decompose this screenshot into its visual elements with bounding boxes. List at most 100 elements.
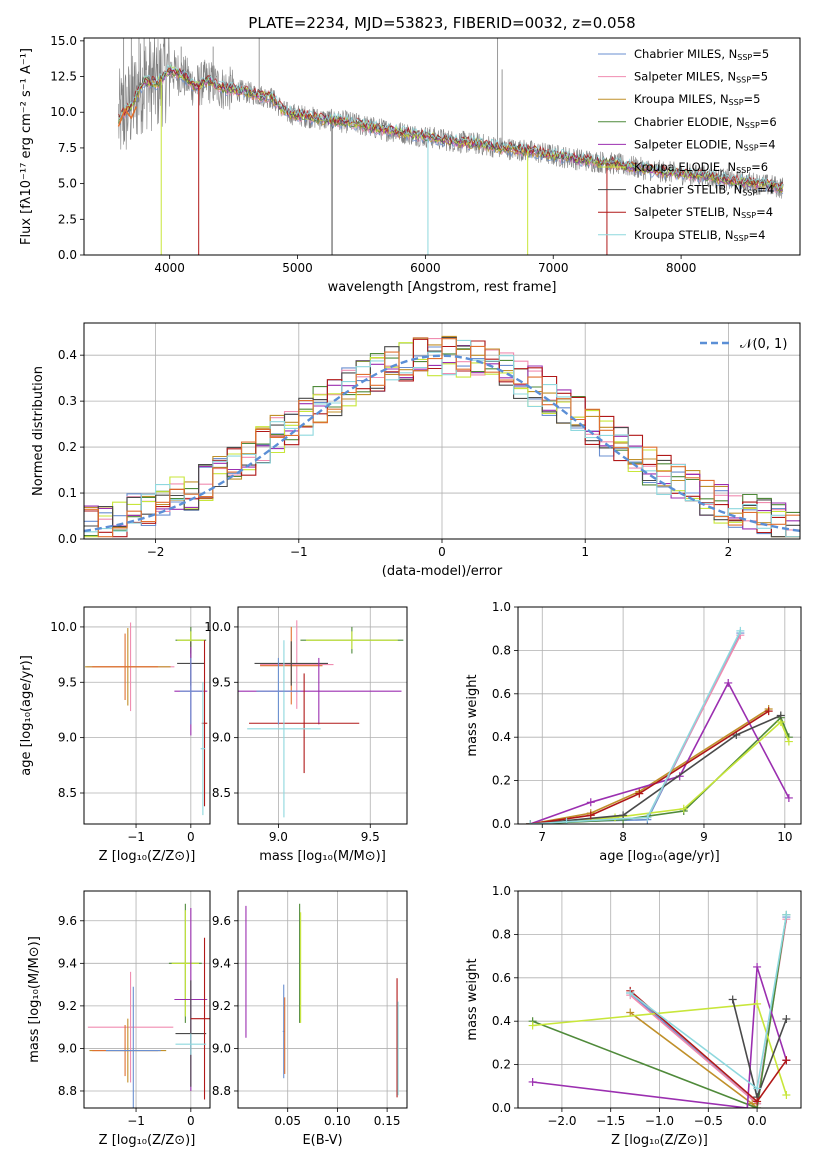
- spectrum-xtick-label: 5000: [282, 261, 313, 275]
- massweight-vs-age-ytick-label: 0.6: [492, 687, 511, 701]
- mass-vs-Z-axes: −1 0 8.8 9.0 9.2 9.4 9.6 Z [log₁₀(Z/Z⊙)] mass [l…: [27, 890, 211, 1148]
- legend-entry: Salpeter MILES, NSSP=5: [634, 70, 768, 85]
- massweight-vs-age-plot-area: [518, 607, 801, 824]
- massweight-vs-Z-line-chabrier-stelib: [731, 999, 788, 1100]
- age-vs-mass-ytick-label: 9.5: [212, 675, 231, 689]
- age-vs-mass-ytick-label: 9.0: [212, 731, 231, 745]
- normal-curve: [84, 354, 800, 533]
- massweight-vs-Z-line-kroupa-miles: [629, 1011, 758, 1108]
- massweight-vs-age-marker-kroupa-elodie: [679, 804, 688, 813]
- massweight-vs-age-ytick-label: 0.8: [492, 643, 511, 657]
- massweight-vs-age-marker-kroupa-stelib: [526, 820, 535, 824]
- spectrum-frame: [83, 37, 801, 256]
- massweight-vs-age-marker-salpeter-stelib: [635, 789, 644, 798]
- legend-entry: Salpeter ELODIE, NSSP=4: [634, 137, 776, 152]
- residuals-ytick-label: 0.0: [58, 532, 77, 546]
- legend-tail: =4: [749, 228, 766, 242]
- massweight-vs-Z-marker-kroupa-elodie: [753, 999, 762, 1008]
- mass-vs-ebv-ytick-label: 9.0: [212, 1041, 231, 1055]
- massweight-vs-age-xtick-label: 9: [700, 830, 708, 844]
- massweight-vs-Z-ytick-label: 0.0: [492, 1101, 511, 1115]
- spectrum-legend: Chabrier MILES, NSSP=5 Salpeter MILES, NS…: [598, 47, 777, 243]
- legend-name: Kroupa ELODIE, N: [634, 160, 736, 174]
- mass-vs-ebv-ytick-label: 9.6: [212, 914, 231, 928]
- mass-vs-ebv-xtick-label: 0.10: [324, 1114, 351, 1128]
- mass-vs-ebv-ytick-label: 9.2: [212, 999, 231, 1013]
- massweight-vs-Z-marker-salpeter-stelib: [753, 1097, 762, 1106]
- figure-title: PLATE=2234, MJD=53823, FIBERID=0032, z=0…: [248, 14, 635, 32]
- massweight-vs-age-marker-kroupa-stelib: [562, 817, 571, 824]
- massweight-vs-Z-marker-chabrier-stelib: [728, 995, 737, 1004]
- massweight-vs-Z-ytick-label: 0.4: [492, 1014, 511, 1028]
- massweight-vs-Z-marker-kroupa-elodie: [782, 1090, 791, 1099]
- residuals-xlabel: (data-model)/error: [382, 564, 503, 579]
- mass-vs-Z-ytick-label: 8.8: [58, 1084, 77, 1098]
- age-vs-mass-xtick-label: 9.5: [361, 830, 380, 844]
- mass-vs-Z-ytick-label: 9.0: [58, 1041, 77, 1055]
- age-vs-mass-xtick-label: 9.0: [269, 830, 288, 844]
- massweight-vs-Z-ytick-label: 0.8: [492, 927, 511, 941]
- massweight-vs-Z-xtick-label: −1.0: [645, 1114, 674, 1128]
- massweight-vs-age-marker-kroupa-elodie: [784, 737, 793, 746]
- residuals-plot-area: [84, 323, 800, 539]
- massweight-vs-age-ytick-label: 1.0: [492, 600, 511, 614]
- legend-name: Chabrier ELODIE, N: [634, 115, 745, 129]
- massweight-vs-age-line-kroupa-miles: [529, 708, 770, 824]
- legend-entry: Kroupa ELODIE, NSSP=6: [634, 160, 768, 175]
- mass-vs-ebv-axes: 0.05 0.10 0.15 8.8 9.0 9.2 9.4 9.6 E(B-V): [212, 890, 408, 1148]
- massweight-vs-Z-ylabel: mass weight: [465, 958, 480, 1040]
- massweight-vs-age-marker-kroupa-elodie: [611, 813, 620, 822]
- massweight-vs-age-xtick-label: 8: [619, 830, 627, 844]
- spectrum-ytick-label: 12.5: [50, 70, 77, 84]
- legend-sub: SSP: [729, 98, 744, 107]
- legend-entry: Chabrier STELIB, NSSP=4: [634, 183, 774, 198]
- mass-vs-ebv-ytick-label: 9.4: [212, 956, 231, 970]
- massweight-vs-Z-xtick-label: −2.0: [547, 1114, 576, 1128]
- age-vs-Z-ylabel: age [log₁₀(age/yr)]: [19, 655, 34, 776]
- spectrum-ytick-label: 2.5: [58, 212, 77, 226]
- age-vs-Z-frame: [83, 606, 211, 825]
- spectrum-model-highlight: [117, 106, 138, 127]
- residuals-ytick-label: 0.3: [58, 394, 77, 408]
- residuals-xtick-label: 0: [438, 545, 446, 559]
- legend-sub: SSP: [744, 143, 759, 152]
- legend-name: Salpeter ELODIE, N: [634, 137, 744, 151]
- age-vs-mass-frame: [237, 606, 408, 825]
- massweight-vs-age-line-kroupa-stelib: [530, 630, 742, 824]
- massweight-vs-Z-xtick-label: 0.0: [748, 1114, 767, 1128]
- legend-sub: SSP: [734, 234, 749, 243]
- legend-tail: =4: [756, 205, 773, 219]
- residuals-ytick-label: 0.4: [58, 348, 77, 362]
- massweight-vs-age-marker-chabrier-stelib: [776, 711, 785, 720]
- residuals-xtick-label: 1: [581, 545, 589, 559]
- spectrum-ytick-label: 7.5: [58, 141, 77, 155]
- spectrum-xtick-label: 8000: [666, 261, 697, 275]
- spectrum-ytick-label: 15.0: [50, 34, 77, 48]
- massweight-vs-Z-marker-chabrier-stelib: [782, 1015, 791, 1024]
- spectrum-plot-area: [117, 38, 784, 255]
- massweight-vs-age-marker-salpeter-elodie: [586, 798, 595, 807]
- spectrum-xtick-label: 6000: [410, 261, 441, 275]
- massweight-vs-Z-marker-salpeter-stelib: [782, 1056, 791, 1065]
- massweight-vs-age-ytick-label: 0.2: [492, 774, 511, 788]
- age-vs-Z-xtick-label: −1: [127, 830, 145, 844]
- age-vs-mass-plot-area: [238, 607, 407, 824]
- spectrum-xtick-label: 7000: [538, 261, 569, 275]
- legend-name: Kroupa STELIB, N: [634, 228, 734, 242]
- legend-entry: Chabrier MILES, NSSP=5: [634, 47, 769, 62]
- mass-vs-ebv-ytick-label: 8.8: [212, 1084, 231, 1098]
- residuals-xtick-label: 2: [725, 545, 733, 559]
- massweight-vs-age-ytick-label: 0.0: [492, 817, 511, 831]
- spectrum-ytick-label: 10.0: [50, 105, 77, 119]
- massweight-vs-Z-marker-kroupa-miles: [626, 1008, 635, 1017]
- age-vs-mass-axes: 9.0 9.5 8.5 9.0 9.5 10.0 mass [log₁₀(M/M⊙)]: [204, 606, 408, 864]
- legend-tail: =5: [752, 47, 769, 61]
- age-vs-Z-xlabel: Z [log₁₀(Z/Z⊙)]: [99, 849, 196, 864]
- massweight-vs-Z-marker-kroupa-elodie: [528, 1021, 537, 1030]
- residuals-ytick-label: 0.2: [58, 440, 77, 454]
- residuals-frame: [83, 322, 801, 540]
- legend-sub: SSP: [736, 166, 751, 175]
- residuals-xtick-label: −2: [147, 545, 165, 559]
- massweight-vs-age-marker-salpeter-elodie: [724, 678, 733, 687]
